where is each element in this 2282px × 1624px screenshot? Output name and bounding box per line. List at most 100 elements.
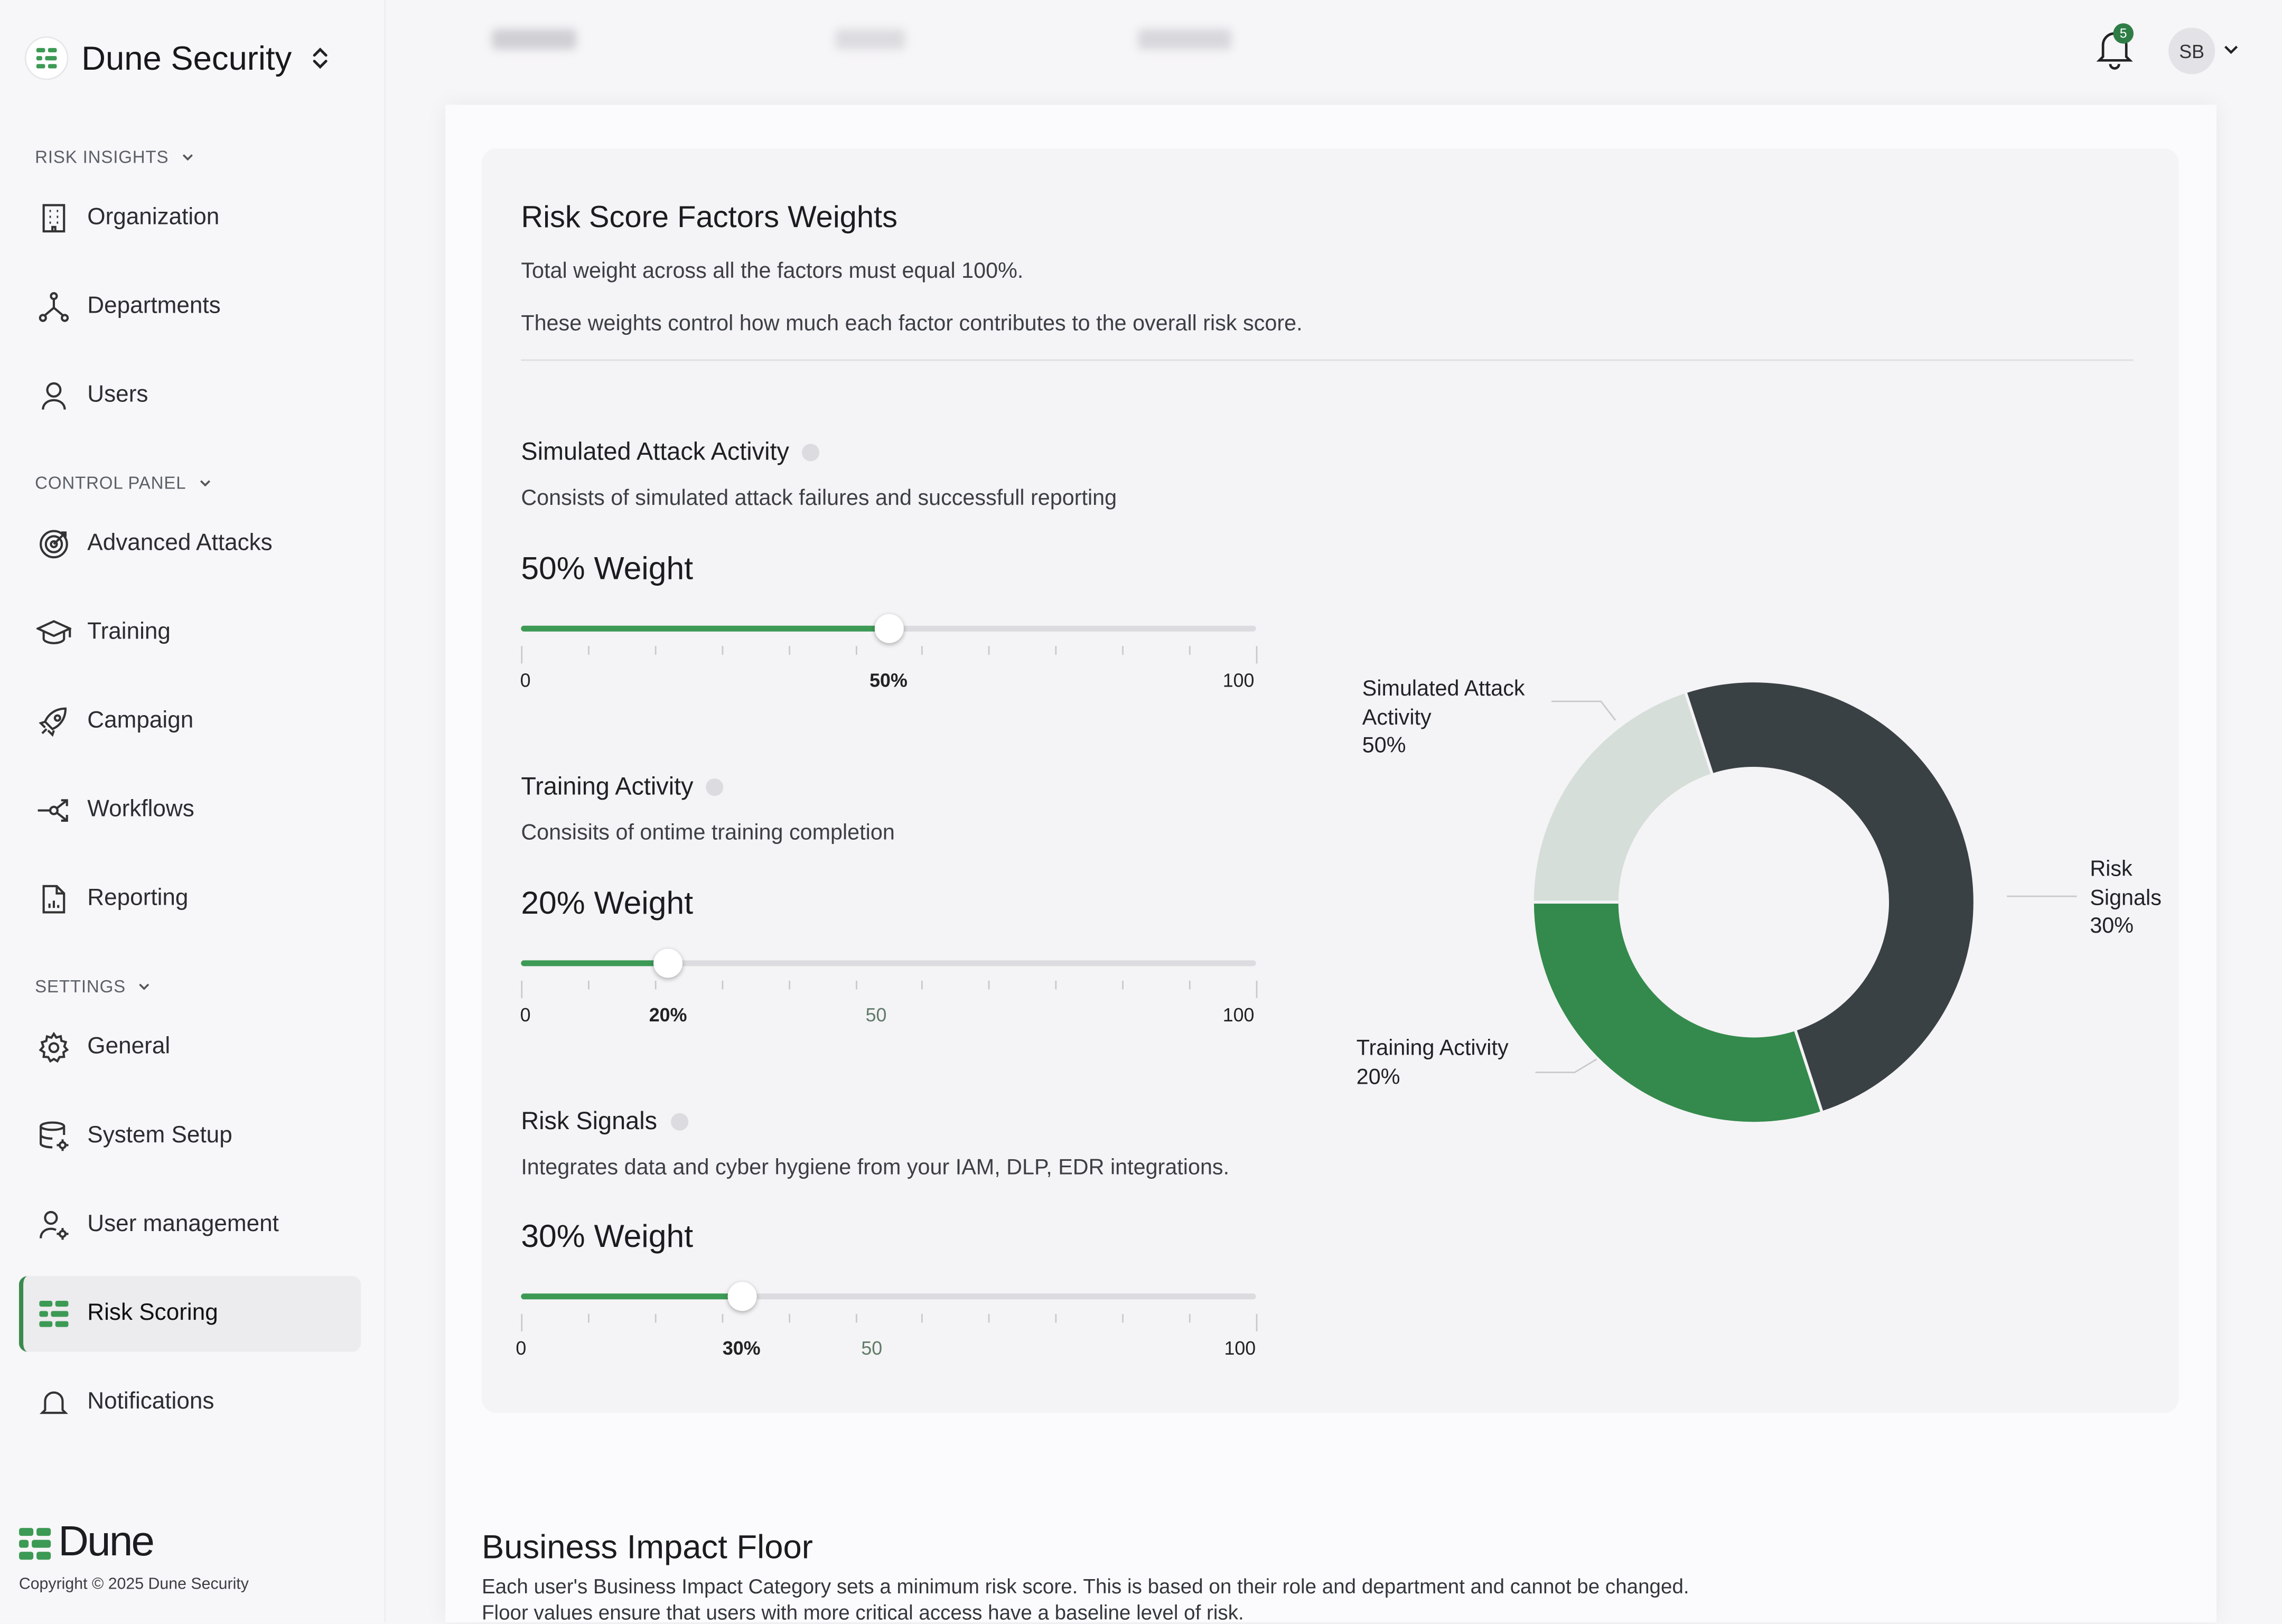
sidebar-item-user-management[interactable]: User management	[19, 1187, 361, 1263]
avatar[interactable]: SB	[2168, 27, 2215, 74]
leader-line	[1551, 700, 1616, 721]
weight-slider[interactable]: 0 20% 50 100	[520, 949, 1258, 1026]
sidebar-item-system-setup[interactable]: System Setup	[19, 1099, 361, 1174]
section-control-panel[interactable]: CONTROL PANEL	[35, 473, 212, 493]
donut-label-value: 20%	[1356, 1064, 1400, 1090]
workspace-name: Dune Security	[81, 39, 292, 77]
slider-value-label: 30%	[722, 1337, 761, 1359]
sidebar-item-label: Campaign	[87, 708, 194, 734]
sidebar-item-training[interactable]: Training	[19, 595, 361, 671]
section-label: SETTINGS	[35, 976, 126, 997]
sidebar: Dune Security RISK INSIGHTS Organization…	[0, 0, 386, 1622]
sidebar-item-advanced-attacks[interactable]: Advanced Attacks	[19, 506, 361, 582]
factor-title: Simulated Attack Activity	[521, 438, 820, 467]
factor-name: Training Activity	[521, 772, 694, 801]
slider-max-label: 100	[1224, 1337, 1256, 1359]
slider-tick	[587, 980, 590, 990]
slider-thumb[interactable]	[727, 1282, 756, 1311]
slider-tick	[654, 980, 657, 990]
section-settings[interactable]: SETTINGS	[35, 977, 152, 997]
sidebar-item-general[interactable]: General	[19, 1010, 361, 1085]
donut-label-line: Signals	[2090, 885, 2162, 910]
slider-tick	[1122, 980, 1124, 990]
donut-label-risk-signals: Risk Signals 30%	[2090, 856, 2162, 941]
slider-min-label: 0	[520, 669, 531, 691]
donut-slice-simulated-attack-activity	[1684, 679, 1977, 1114]
leader-line	[1535, 1058, 1597, 1073]
info-icon[interactable]	[706, 778, 724, 796]
chevron-down-icon	[182, 154, 193, 161]
slider-tick	[1055, 646, 1057, 655]
donut-slice-risk-signals	[1531, 900, 1824, 1125]
factor-title: Training Activity	[521, 773, 724, 802]
slider-tick	[788, 646, 790, 655]
donut-label-value: 50%	[1362, 733, 1406, 758]
factor-description: Consists of simulated attack failures an…	[521, 486, 1117, 511]
slider-track[interactable]	[521, 1293, 1256, 1300]
sidebar-item-campaign[interactable]: Campaign	[19, 684, 361, 759]
info-icon[interactable]	[670, 1113, 688, 1131]
chevron-down-icon	[200, 480, 210, 487]
footer-logo: Dune	[17, 1519, 155, 1567]
user-gear-icon	[36, 1208, 71, 1243]
divider	[521, 359, 2134, 361]
info-icon[interactable]	[802, 444, 820, 462]
factor-description: Integrates data and cyber hygiene from y…	[521, 1155, 1230, 1180]
chevron-down-icon[interactable]	[2221, 39, 2241, 60]
slider-track[interactable]	[521, 960, 1256, 966]
workspace-switcher[interactable]: Dune Security	[26, 37, 330, 79]
business-impact-title: Business Impact Floor	[481, 1527, 813, 1566]
sidebar-item-workflows[interactable]: Workflows	[19, 773, 361, 848]
business-impact-description: Each user's Business Impact Category set…	[481, 1574, 1689, 1598]
slider-min-label: 0	[516, 1337, 527, 1359]
weights-donut-chart	[1531, 679, 1977, 1125]
donut-label-line: Simulated Attack	[1362, 677, 1525, 701]
sidebar-item-reporting[interactable]: Reporting	[19, 861, 361, 937]
target-icon	[36, 527, 71, 561]
sidebar-item-departments[interactable]: Departments	[19, 269, 361, 345]
donut-leader-lines	[1535, 700, 2077, 1073]
slider-tick	[988, 646, 990, 655]
slider-thumb[interactable]	[653, 949, 683, 978]
bell-icon	[36, 1385, 71, 1420]
donut-slice-training-activity	[1531, 690, 1715, 904]
slider-tick	[855, 980, 857, 990]
slider-tick	[1256, 646, 1258, 664]
slider-fill	[521, 625, 889, 632]
card-description: Total weight across all the factors must…	[521, 259, 1024, 284]
slider-value-label: 50%	[869, 669, 908, 691]
slider-ticks	[521, 980, 1258, 998]
sidebar-item-organization[interactable]: Organization	[19, 181, 361, 256]
slider-tick	[721, 646, 723, 655]
slider-tick	[1189, 646, 1191, 655]
slider-tick	[922, 646, 923, 655]
weight-label: 50% Weight	[521, 550, 694, 587]
sidebar-item-label: Notifications	[87, 1390, 214, 1414]
factor-name: Risk Signals	[521, 1107, 658, 1135]
report-icon	[36, 882, 71, 917]
graduation-cap-icon	[36, 615, 71, 650]
weight-slider[interactable]: 0 50% 100	[520, 614, 1258, 691]
weight-slider[interactable]: 0 30% 50 100	[516, 1282, 1258, 1359]
sidebar-item-label: Organization	[87, 205, 220, 230]
slider-tick	[1189, 980, 1191, 990]
slider-tick	[1256, 1313, 1258, 1331]
notification-count-badge: 5	[2113, 23, 2134, 44]
sidebar-item-users[interactable]: Users	[19, 358, 361, 434]
slider-tick	[988, 1313, 990, 1323]
sidebar-item-risk-scoring[interactable]: Risk Scoring	[18, 1276, 361, 1352]
slider-fill	[521, 1293, 742, 1300]
gear-icon	[36, 1030, 71, 1065]
slider-tick	[1055, 980, 1057, 990]
section-risk-insights[interactable]: RISK INSIGHTS	[35, 147, 195, 167]
slider-thumb[interactable]	[874, 614, 903, 643]
slider-tick	[521, 1313, 523, 1331]
rocket-icon	[36, 704, 71, 739]
blurred-tab	[835, 29, 905, 50]
sidebar-item-notifications[interactable]: Notifications	[19, 1365, 361, 1440]
slider-tick	[1055, 1313, 1057, 1323]
weight-label: 20% Weight	[521, 885, 694, 921]
slider-max-label: 100	[1222, 669, 1255, 691]
slider-tick	[721, 1313, 723, 1323]
donut-label-line: Training Activity	[1356, 1036, 1509, 1061]
